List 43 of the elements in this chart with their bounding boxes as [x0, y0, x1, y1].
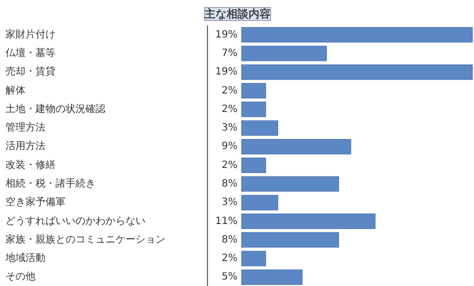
data-label: 2% [222, 85, 238, 96]
bar [241, 83, 266, 98]
data-label: 11% [215, 216, 238, 227]
bar [241, 214, 376, 229]
data-label: 9% [222, 141, 238, 152]
data-label: 3% [222, 197, 238, 208]
data-label: 2% [222, 253, 238, 264]
data-label: 2% [222, 160, 238, 171]
y-tick-label: 活用方法 [6, 140, 46, 152]
bar [241, 250, 266, 266]
y-tick-label: 改装・修繕 [6, 158, 56, 171]
chart-title: 主な相談内容 [204, 8, 270, 20]
bar [241, 194, 278, 210]
y-tick-label: どうすればいいのかわからない [6, 216, 146, 227]
bar [241, 64, 473, 80]
bar [241, 120, 278, 136]
data-label: 8% [222, 178, 238, 190]
y-tick-label: 解体 [6, 84, 26, 96]
data-label: 5% [222, 272, 238, 283]
y-tick-label: 仏壇・墓等 [4, 46, 56, 59]
y-tick-label: 相続・税・諸手続き [6, 177, 96, 190]
bar [241, 176, 340, 192]
data-label: 3% [222, 122, 238, 134]
y-tick-label: 管理方法 [6, 122, 46, 134]
data-label: 19% [215, 66, 238, 78]
y-tick-label: その他 [6, 270, 36, 283]
data-label: 19% [215, 29, 238, 40]
bar [241, 269, 303, 285]
y-tick-label: 土地・建物の状況確認 [6, 102, 106, 115]
data-label: 8% [222, 234, 238, 246]
bar [241, 158, 266, 174]
y-tick-label: 家財片付け [6, 28, 56, 40]
y-tick-label: 家族・親族とのコミュニケーション [6, 233, 166, 246]
bar [241, 102, 266, 118]
y-tick-label: 売却・賃貸 [6, 66, 56, 78]
bar [241, 232, 340, 248]
data-label: 2% [222, 104, 238, 115]
bar [241, 138, 352, 154]
bar [241, 27, 473, 43]
y-tick-label: 空き家予備軍 [6, 196, 66, 208]
data-label: 7% [222, 48, 238, 59]
y-tick-label: 地域活動 [4, 252, 46, 264]
bar [241, 46, 327, 62]
